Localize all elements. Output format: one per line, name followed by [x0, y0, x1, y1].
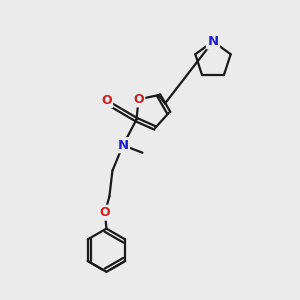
Text: O: O [133, 93, 144, 106]
Text: N: N [117, 139, 128, 152]
Text: O: O [101, 94, 112, 107]
Text: O: O [100, 206, 110, 219]
Text: N: N [207, 35, 219, 48]
